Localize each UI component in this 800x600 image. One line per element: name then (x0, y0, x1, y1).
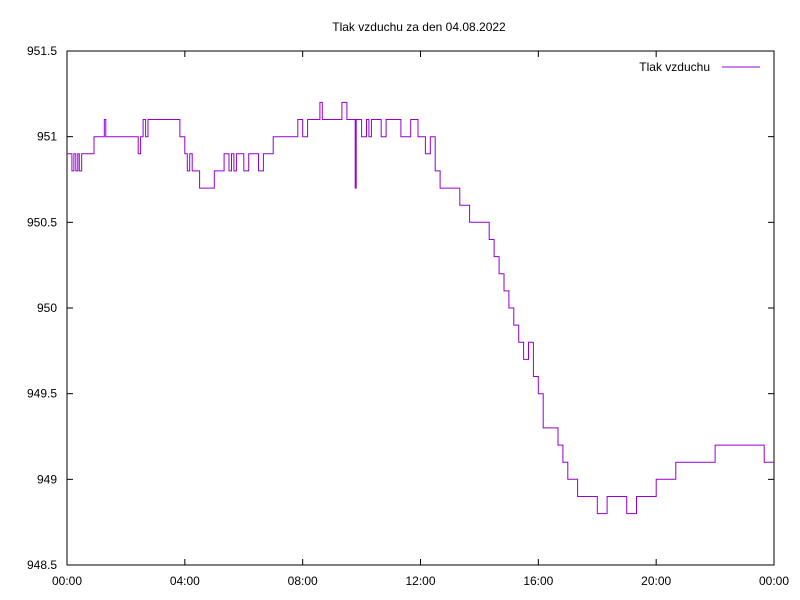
x-tick-label: 08:00 (288, 574, 318, 588)
legend-label: Tlak vzduchu (639, 60, 710, 74)
x-tick-label: 12:00 (405, 574, 435, 588)
series-line-tlak-vzduchu (67, 101, 774, 515)
x-axis-ticks: 00:00 04:00 08:00 12:00 16:00 20:00 00:00 (52, 51, 789, 588)
y-tick-label: 948.5 (27, 558, 57, 572)
y-tick-label: 949.5 (27, 387, 57, 401)
x-tick-label: 00:00 (759, 574, 789, 588)
x-tick-label: 16:00 (523, 574, 553, 588)
y-tick-label: 949 (37, 472, 57, 486)
x-tick-label: 20:00 (641, 574, 671, 588)
y-tick-label: 950.5 (27, 215, 57, 229)
y-tick-label: 950 (37, 301, 57, 315)
y-tick-label: 951 (37, 130, 57, 144)
x-tick-label: 04:00 (170, 574, 200, 588)
legend: Tlak vzduchu (639, 60, 760, 74)
x-tick-label: 00:00 (52, 574, 82, 588)
plot-frame (66, 50, 775, 566)
chart-title: Tlak vzduchu za den 04.08.2022 (332, 20, 506, 34)
y-tick-label: 951.5 (27, 44, 57, 58)
